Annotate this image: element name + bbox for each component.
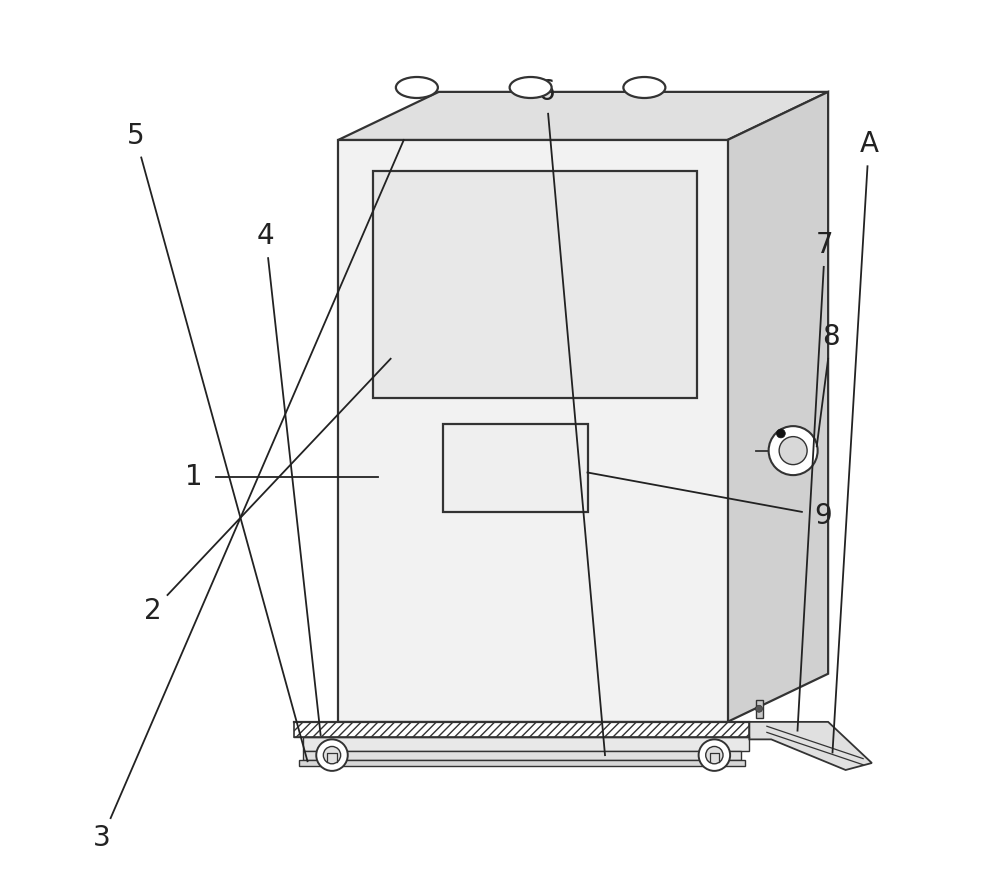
Circle shape [756,705,763,712]
Circle shape [706,746,723,764]
Text: 4: 4 [257,222,275,250]
Bar [303,751,741,760]
Circle shape [699,739,730,771]
Text: 9: 9 [815,502,832,530]
Polygon shape [338,92,828,140]
Polygon shape [728,92,828,722]
Text: 3: 3 [93,824,111,852]
Text: 7: 7 [816,231,834,259]
Bar [294,722,749,737]
Ellipse shape [396,77,438,98]
Polygon shape [749,722,872,770]
Circle shape [776,429,785,438]
Text: 5: 5 [127,123,144,150]
Bar [373,171,697,398]
Text: 1: 1 [185,463,203,491]
Text: 2: 2 [144,597,161,625]
Text: A: A [859,130,878,158]
Ellipse shape [510,77,552,98]
Circle shape [779,437,807,465]
Circle shape [769,426,818,475]
Ellipse shape [623,77,665,98]
Bar [299,760,745,766]
Polygon shape [338,140,728,722]
Text: 8: 8 [822,323,840,351]
Bar [303,737,749,751]
Text: 6: 6 [537,78,555,106]
Bar [443,424,588,512]
Circle shape [323,746,341,764]
Circle shape [316,739,348,771]
Bar [756,700,763,717]
